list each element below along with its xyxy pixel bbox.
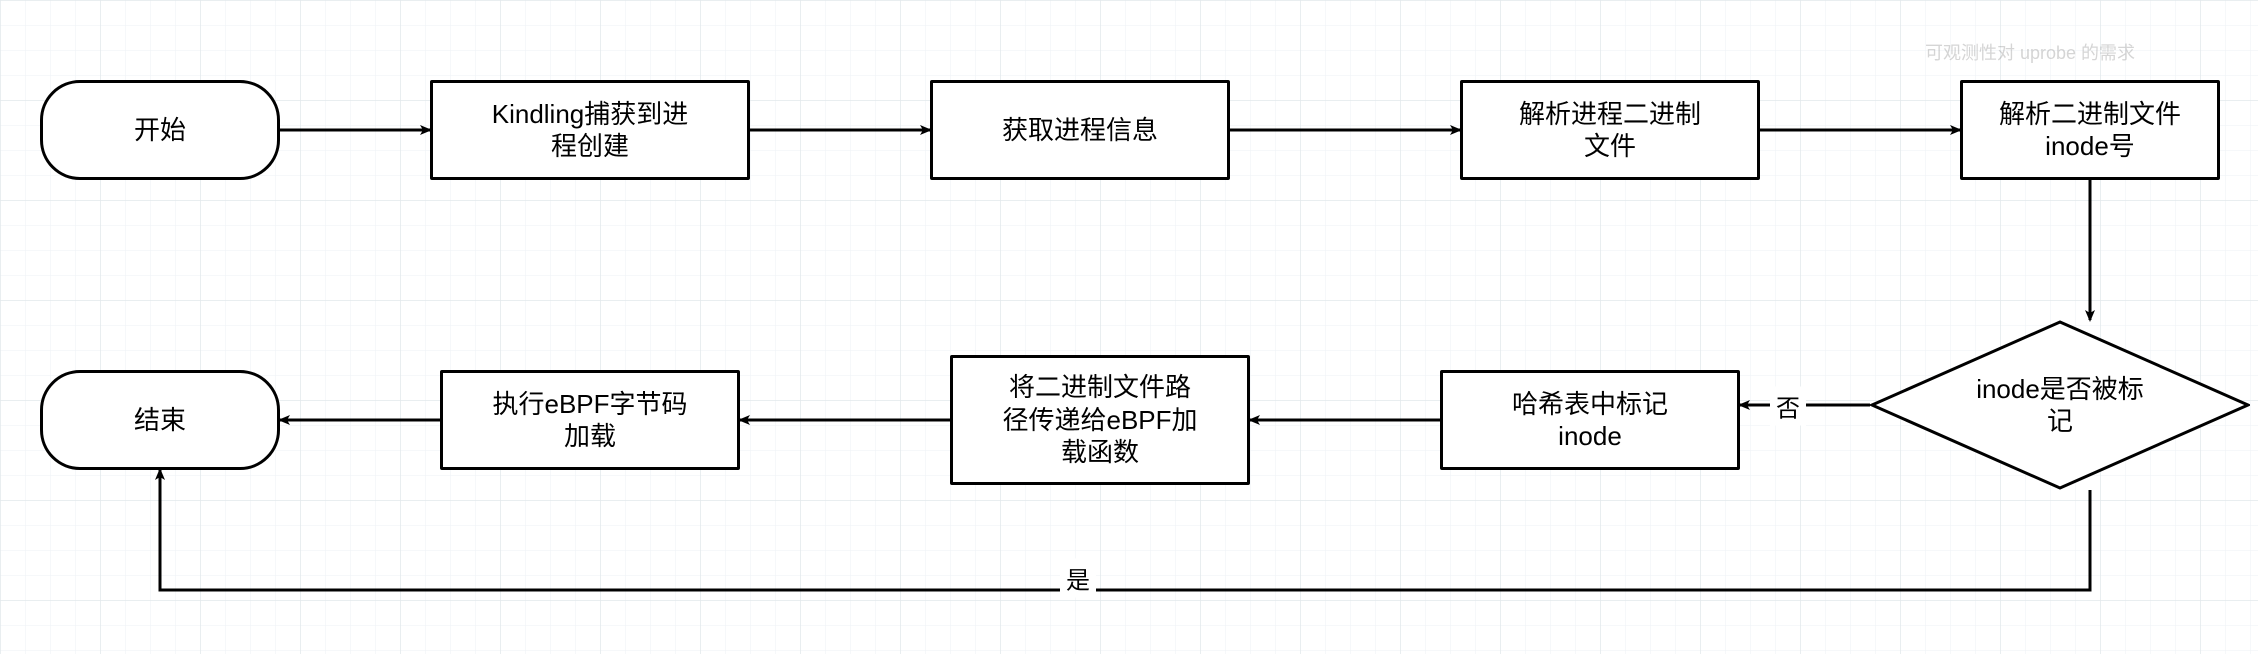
node-capture: Kindling捕获到进程创建	[430, 80, 750, 180]
watermark-text: 可观测性对 uprobe 的需求	[1925, 39, 2135, 65]
flowchart-canvas: 可观测性对 uprobe 的需求 开始 Kindling捕获到进程创建 获取进程信息…	[0, 0, 2258, 654]
node-inode: 解析二进制文件inode号	[1960, 80, 2220, 180]
node-getinfo: 获取进程信息	[930, 80, 1230, 180]
node-loadebpf: 执行eBPF字节码加载	[440, 370, 740, 470]
edge-decide-end	[160, 470, 2090, 590]
node-passpath: 将二进制文件路径传递给eBPF加载函数	[950, 355, 1250, 485]
node-parsebin: 解析进程二进制文件	[1460, 80, 1760, 180]
node-end: 结束	[40, 370, 280, 470]
edge-label-decide-end: 是	[1060, 559, 1096, 598]
node-label: inode是否被标记	[1976, 373, 2144, 438]
node-decide: inode是否被标记	[1870, 320, 2250, 490]
edge-label-decide-mark: 否	[1770, 387, 1806, 426]
node-start: 开始	[40, 80, 280, 180]
node-mark: 哈希表中标记inode	[1440, 370, 1740, 470]
